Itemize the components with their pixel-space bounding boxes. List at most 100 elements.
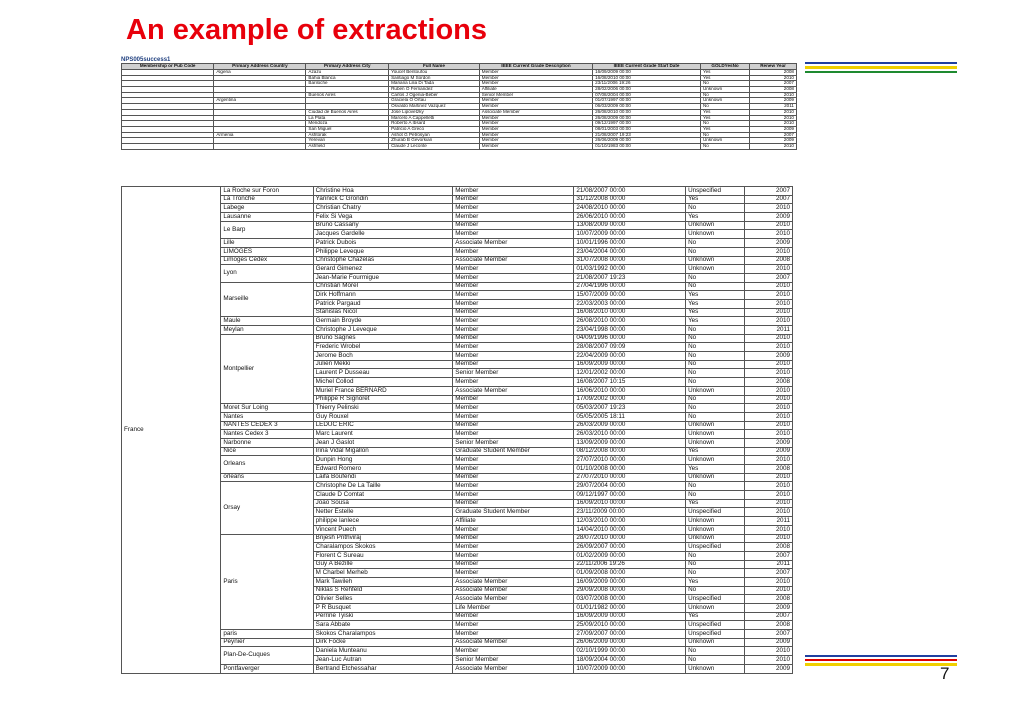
table-cell: Felix Si Vega [312, 212, 454, 222]
table-cell: 2010 [743, 411, 794, 422]
table-cell: Affiliate [478, 86, 594, 93]
table-row: Ruben O Fernandez Affiliate 28/02/2006 00:… [120, 86, 797, 93]
table-cell: 02/10/1999 00:00 [573, 646, 687, 657]
table-row: Moret Sur Loing Thierry Pelinski Member 05/… [122, 403, 794, 413]
table-cell: Life Member [452, 603, 575, 613]
table-row: Buenos Aires Carlos J Ogenia-Beber Senior … [120, 91, 797, 99]
table-cell: Senior Member [452, 368, 575, 379]
table-row: La Plata Marcelo A Cappelletti Member 26/08… [120, 114, 797, 122]
table-cell: 26/09/2007 00:00 [573, 542, 687, 552]
table-cell: 2010 [743, 490, 794, 500]
decor-line-yellow-top [805, 66, 957, 69]
table-cell: Yes [685, 290, 745, 300]
table-cell: Jean-Marie Fourmigue [312, 272, 454, 283]
city-cell: Nice [220, 446, 314, 457]
table-row: Mendoza Roberto A Ibsard Member 09/12/1997 … [120, 120, 797, 127]
table-cell: Gerard Gimenez [312, 264, 454, 274]
table-cell: Member [452, 246, 575, 257]
table-cell: Member [452, 568, 575, 578]
table-cell: Member [452, 186, 575, 196]
table-cell: Member [452, 611, 575, 622]
table-cell: 2010 [743, 507, 794, 518]
table-cell [213, 142, 307, 150]
table1-header-cell: Renew Year [749, 63, 797, 70]
table-cell: Yes [685, 498, 745, 509]
table-row: Orleans Dunpin Hong Member 27/07/2010 00:00… [122, 455, 794, 474]
city-cell: Nantes [220, 411, 314, 422]
table-cell: Member [478, 80, 594, 88]
table-cell: Senior Member [478, 91, 594, 99]
table-cell: 24/08/2010 00:00 [573, 203, 687, 214]
table-cell: 2010 [743, 481, 794, 492]
table-cell: Member [452, 351, 575, 361]
table-cell: Member [452, 550, 575, 561]
table-row: orleans Laifa Boufendi Member 27/07/2010 00… [122, 472, 794, 483]
table-cell: 2010 [743, 298, 794, 309]
table-cell: Member [452, 472, 575, 483]
table-cell: Christophe De La Taille [312, 481, 454, 492]
table-cell: 2008 [743, 594, 794, 604]
table-cell: No [699, 120, 751, 127]
table-cell [120, 86, 215, 93]
table-cell: Unknown [699, 97, 751, 105]
table-row: Peynier Dirk Focke Associate Member 26/06/2… [122, 637, 794, 648]
table-cell: Claude J Leconte [388, 142, 480, 150]
table-cell: 2007 [743, 629, 794, 639]
table-cell: Guy Rouxel [312, 411, 454, 422]
table-cell: Member [452, 212, 575, 222]
table-cell [213, 74, 307, 82]
table-cell: No [685, 568, 745, 578]
table-row: Pontfaverger Bertrand Etchessahar Associat… [122, 663, 794, 674]
city-cell: paris [220, 629, 314, 639]
table-cell: 01/02/2009 00:00 [573, 550, 687, 561]
table-cell: 2008 [743, 620, 794, 631]
table-cell: 2010 [743, 655, 794, 665]
extraction-table-top: Membership or Pub Code Primary Address Co… [120, 63, 797, 150]
table-row: Lausanne Felix Si Vega Member 26/06/2010 00… [122, 212, 794, 222]
table-cell: Jean J Gaslot [312, 437, 454, 448]
table-cell: 29/07/2004 00:00 [573, 481, 687, 492]
table-cell: No [685, 281, 745, 292]
table-cell: Yes [685, 316, 745, 326]
table-row: Nantes Cedex 3 Marc Laurent Member 26/03/20… [122, 429, 794, 439]
table-cell: 17/09/2002 00:00 [573, 394, 687, 405]
table-cell: 2010 [743, 394, 794, 405]
table-cell: Member [452, 524, 575, 535]
table-cell: Member [452, 359, 575, 370]
table-cell: 2010 [749, 120, 797, 127]
table-cell: 23/04/2004 00:00 [573, 246, 687, 257]
table-cell: Member [452, 490, 575, 500]
table-cell: No [699, 80, 751, 88]
table-cell: Unspecified [685, 186, 745, 196]
city-cell: Marseille [220, 281, 314, 318]
table-cell: 01/10/2008 00:00 [573, 464, 687, 474]
table-cell: Unknown [685, 533, 745, 544]
table-row: Ashfield Claude J Leconte Member 01/10/1983… [120, 142, 797, 150]
table-cell: 2009 [743, 437, 794, 448]
table-cell: 2010 [749, 142, 797, 150]
city-cell: La Tronche [220, 194, 314, 205]
table-cell: Claude D Comtat [312, 490, 454, 500]
table-cell: Jacques Gardelle [312, 229, 454, 240]
table-cell: 21/08/2007 00:00 [573, 186, 687, 196]
table-cell: Yes [699, 69, 751, 76]
table-row: Paris Brijesh Prithviraj Member 28/07/2010 … [122, 533, 794, 631]
table-cell: Daniela Munteanu [312, 646, 454, 657]
table-cell: Unknown [685, 603, 745, 613]
table-cell: Member [478, 103, 594, 110]
table-cell: Senior Member [452, 437, 575, 448]
table-cell [120, 120, 215, 127]
table-cell: Member [478, 114, 594, 122]
table-cell: Yes [685, 576, 745, 587]
page-title: An example of extractions [126, 14, 487, 46]
table-cell: Member [452, 481, 575, 492]
table-cell: Yannick C Grondin [312, 194, 454, 205]
table-cell [120, 74, 215, 82]
table-row: Philippe R Signoret Member 17/09/2002 00:0… [122, 394, 794, 405]
table-cell: Member [478, 120, 594, 127]
table-cell: Yes [685, 194, 745, 205]
table-cell: 26/06/2009 00:00 [573, 637, 687, 648]
city-cell: Lyon [220, 264, 314, 283]
decor-line-blue-bottom [805, 655, 957, 657]
table-cell: 2008 [743, 542, 794, 552]
